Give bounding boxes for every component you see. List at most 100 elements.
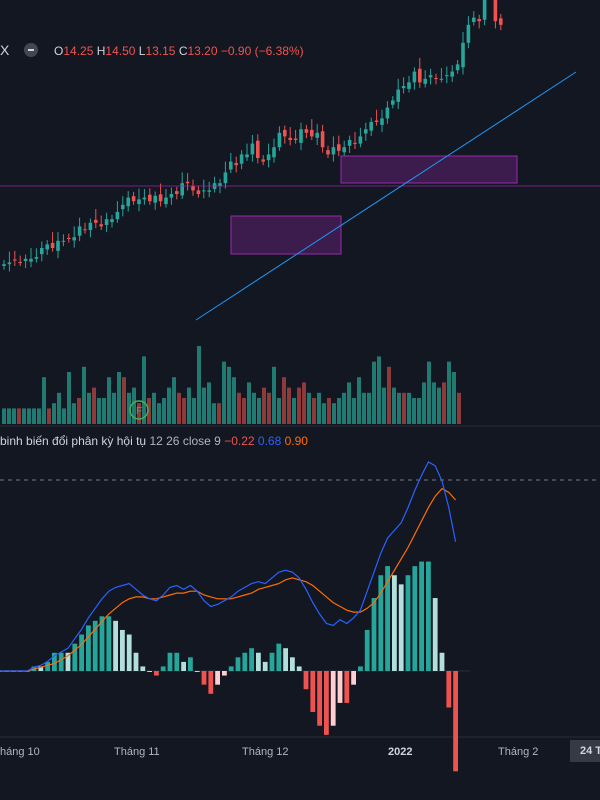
volume-bar <box>277 398 281 424</box>
volume-bar <box>272 366 276 424</box>
candle-body <box>229 161 233 170</box>
candle-body <box>461 42 465 68</box>
macd-histogram-bar <box>290 657 295 671</box>
candle-body <box>418 68 422 83</box>
candle-body <box>256 140 260 158</box>
macd-histogram-bar <box>167 652 173 671</box>
candle-body <box>104 219 109 225</box>
candle-body <box>353 142 357 144</box>
candle-body <box>450 71 454 77</box>
volume-bar <box>292 398 296 424</box>
candle-body <box>347 140 352 146</box>
macd-histogram-bar <box>249 648 254 671</box>
volume-bar <box>342 392 346 424</box>
macd-histogram-bar <box>310 671 316 713</box>
volume-bar <box>377 356 381 424</box>
symbol-name[interactable]: X <box>0 42 10 58</box>
volume-bar <box>387 366 391 424</box>
volume-bar <box>357 377 361 424</box>
candle-body <box>164 197 168 205</box>
candle-body <box>277 132 282 148</box>
drawing-tools[interactable]: F <box>0 71 600 420</box>
candle-body <box>158 194 163 202</box>
volume-bar <box>427 361 431 424</box>
macd-histogram-bar <box>405 575 411 671</box>
volume-bar <box>197 346 201 424</box>
macd-histogram-bar <box>337 671 343 703</box>
close-value: 13.20 <box>187 44 218 58</box>
macd-histogram-bar <box>446 671 452 708</box>
candle-body <box>412 71 417 83</box>
x-label-dec: Tháng 12 <box>242 746 289 758</box>
candle-body <box>61 240 66 242</box>
macd-histogram-bar <box>215 671 220 685</box>
macd-title[interactable]: binh biến đổi phân kỳ hội tụ <box>0 434 147 448</box>
volume-bar <box>192 398 196 424</box>
volume-bar <box>432 382 436 424</box>
volume-bar <box>367 392 371 424</box>
volume-bar <box>267 392 271 424</box>
volume-bar <box>302 382 306 424</box>
macd-pane <box>0 461 458 772</box>
candle-body <box>142 197 147 200</box>
volume-bar <box>137 403 141 424</box>
collapse-icon[interactable] <box>24 43 38 57</box>
volume-bar <box>317 392 321 424</box>
candle-body <box>126 197 130 207</box>
volume-bar <box>32 408 36 424</box>
volume-bar <box>17 408 21 424</box>
high-label: H <box>96 44 106 58</box>
volume-bar <box>97 398 101 424</box>
macd-histogram-bar <box>412 566 418 671</box>
range-box-2 <box>340 155 518 184</box>
candle-body <box>466 24 471 43</box>
candle-body <box>72 237 76 241</box>
candle-body <box>202 190 206 192</box>
volume-bar <box>282 377 286 424</box>
volume-bar <box>47 408 51 424</box>
volume-bar <box>202 387 206 424</box>
candle-body <box>304 129 309 133</box>
volume-bar <box>347 382 351 424</box>
macd-histogram-bar <box>52 652 57 671</box>
volume-bar <box>402 392 406 424</box>
candle-body <box>196 190 201 194</box>
macd-histogram-bar <box>113 620 118 671</box>
volume-bar <box>227 366 231 424</box>
candle-body <box>326 150 330 155</box>
volume-bars <box>2 346 461 424</box>
candle-body <box>358 136 363 144</box>
volume-bar <box>307 392 311 424</box>
x-label-nov: Tháng 11 <box>114 746 160 758</box>
macd-histogram-bar <box>439 652 445 671</box>
volume-bar <box>177 392 181 424</box>
candle-body <box>391 100 395 105</box>
volume-bar <box>187 387 191 424</box>
volume-bar <box>157 403 161 424</box>
candle-body <box>342 147 346 153</box>
macd-legend: binh biến đổi phân kỳ hội tụ 12 26 close… <box>0 434 308 448</box>
candle-body <box>110 219 114 223</box>
volume-bar <box>72 403 76 424</box>
candle-body <box>369 122 373 131</box>
macd-histogram-bar <box>194 671 200 672</box>
candle-body <box>288 137 292 140</box>
macd-histogram-bar <box>154 671 159 676</box>
volume-bar <box>112 392 116 424</box>
macd-histogram-bar <box>256 652 261 671</box>
candle-body <box>401 86 406 89</box>
macd-histogram-bar <box>398 584 404 671</box>
cursor-date-label: 24 T <box>570 740 600 762</box>
candle-body <box>45 244 49 250</box>
low-value: 13.15 <box>145 44 176 58</box>
macd-histogram-bar <box>222 671 227 676</box>
candle-body <box>439 78 444 80</box>
candle-body <box>34 257 39 259</box>
candle-body <box>77 226 82 236</box>
candle-body <box>131 196 136 202</box>
volume-bar <box>142 356 146 424</box>
candle-body <box>272 147 276 158</box>
candle-body <box>364 129 368 134</box>
volume-bar <box>337 398 341 424</box>
